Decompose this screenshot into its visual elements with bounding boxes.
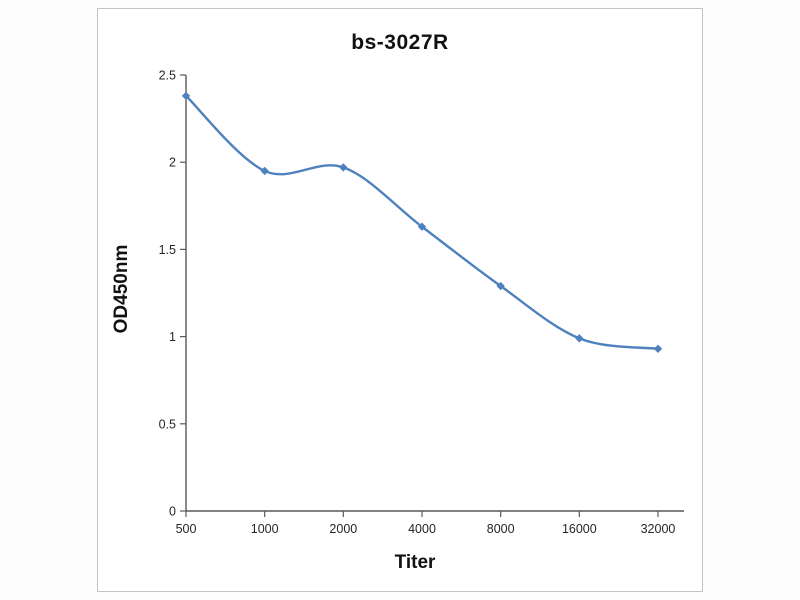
x-tick-label: 500: [176, 522, 197, 536]
x-axis-label: Titer: [394, 552, 436, 573]
chart-card: bs-3027R OD450nm 0 0.5 1 1.5 2 2.5 500 1000 2000…: [97, 8, 703, 592]
x-tick-label: 2000: [329, 522, 357, 536]
data-point-marker: [339, 163, 348, 172]
y-tick-label: 0.5: [159, 417, 176, 431]
y-tick-label: 2.5: [159, 69, 176, 83]
series-line: [184, 94, 660, 351]
y-tick-label: 2: [169, 156, 176, 170]
y-tick-label: 0: [169, 505, 176, 519]
line-chart-svg: 0 0.5 1 1.5 2 2.5 500 1000 2000 4000 8000 16000 3200…: [159, 69, 684, 536]
x-tick-label: 32000: [641, 522, 676, 536]
x-tick-label: 8000: [487, 522, 515, 536]
chart-title: bs-3027R: [351, 31, 449, 54]
y-tick-label: 1.5: [159, 243, 176, 257]
data-point-marker: [260, 166, 269, 176]
x-tick-label: 16000: [562, 522, 597, 536]
x-tick-label: 4000: [408, 522, 436, 536]
x-tick-label: 1000: [251, 522, 279, 536]
data-point-marker: [575, 334, 584, 343]
data-point-marker: [417, 222, 427, 231]
y-tick-label: 1: [169, 330, 176, 344]
data-point-marker: [496, 281, 505, 291]
data-point-marker: [653, 344, 663, 354]
